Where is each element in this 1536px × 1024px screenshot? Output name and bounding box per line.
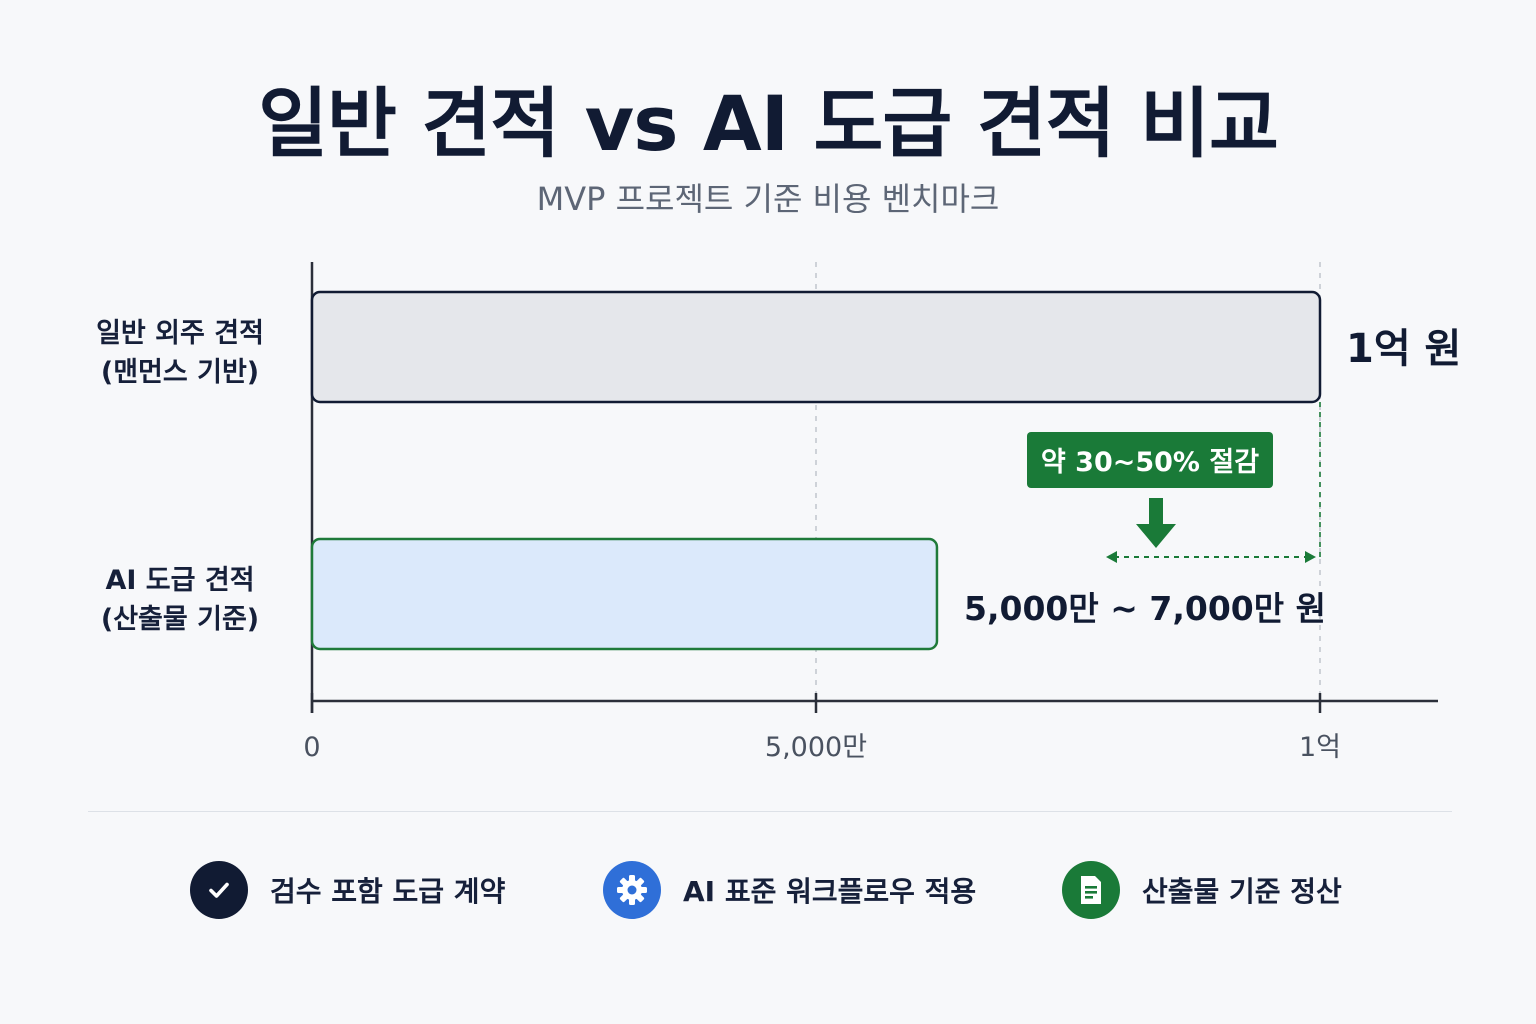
legend-label: 산출물 기준 정산 [1142,875,1342,908]
data-label: 1억 원 [1346,326,1461,372]
legend-label: 검수 포함 도급 계약 [270,875,506,908]
category-label: (산출물 기준) [101,604,259,635]
annotation-arrow-head [1136,524,1176,548]
document-icon [1062,861,1120,919]
category-label: 일반 외주 견적 [96,318,264,349]
legend-divider [88,811,1452,812]
legend-label: AI 표준 워크플로우 적용 [683,875,977,908]
legend-item-workflow: AI 표준 워크플로우 적용 [603,860,976,920]
category-label: (맨먼스 기반) [101,357,259,388]
annotation-text: 약 30~50% 절감 [1041,447,1259,478]
legend-item-settlement: 산출물 기준 정산 [1062,860,1342,920]
data-label: 5,000만 ~ 7,000만 원 [964,589,1326,628]
annotation-range-arrow-left [1106,551,1117,563]
category-label: AI 도급 견적 [105,565,254,596]
check-icon [190,861,248,919]
chart-subtitle: MVP 프로젝트 기준 비용 벤치마크 [536,180,1000,218]
chart-title: 일반 견적 vs AI 도급 견적 비교 [258,79,1279,168]
x-tick-label: 1억 [1299,732,1341,763]
annotation-range-arrow-right [1305,551,1316,563]
x-tick-label: 0 [303,732,320,763]
bar-chart: 0 5,000만 1억 일반 외주 견적 (맨먼스 기반) AI 도급 견적 (산출물 기준… [96,262,1461,763]
gear-icon [603,861,661,919]
bar [310,290,1322,404]
bar [310,537,939,651]
x-tick-label: 5,000만 [765,732,867,763]
legend-item-contract: 검수 포함 도급 계약 [190,860,505,920]
annotation-badge [1027,432,1273,488]
annotation-arrow-shaft [1149,498,1163,526]
